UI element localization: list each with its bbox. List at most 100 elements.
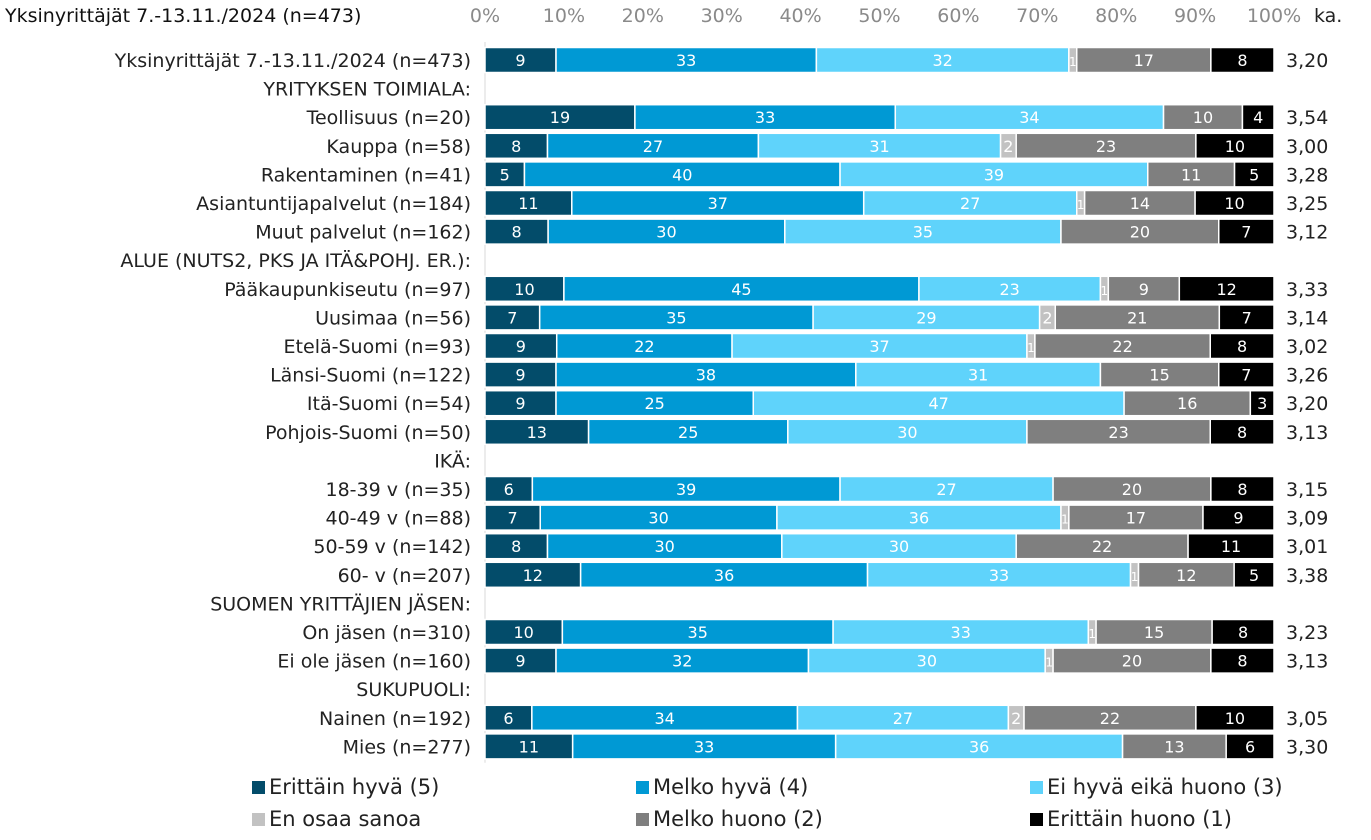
bar-segment: [1210, 647, 1275, 674]
x-tick-label: 70%: [1016, 5, 1058, 27]
data-label: 22: [1092, 537, 1112, 556]
data-label: 4: [1253, 108, 1263, 127]
bar-row: On jäsen (n=310) 10 35 33 1 15 8 3,23: [302, 618, 1328, 646]
data-label: 12: [523, 566, 543, 585]
data-label: 11: [1221, 537, 1241, 556]
x-tick-label: 0%: [470, 5, 500, 27]
bar-segment: [1194, 189, 1275, 217]
data-label: 30: [654, 537, 674, 556]
data-label: 17: [1126, 509, 1146, 528]
data-label: 9: [515, 394, 525, 413]
bar-segment: [1233, 561, 1275, 589]
x-tick-label: 50%: [858, 5, 900, 27]
data-label: 2: [1011, 709, 1021, 728]
bar-row: Nainen (n=192) 6 34 27 2 22 10 3,05: [319, 704, 1328, 732]
data-label: 9: [516, 337, 526, 356]
data-label: 9: [515, 366, 525, 385]
legend-swatch: [636, 813, 649, 826]
data-label: 9: [1233, 509, 1243, 528]
legend-item: Ei hyvä eikä huono (3): [1030, 775, 1283, 799]
data-label: 38: [696, 366, 716, 385]
legend-swatch: [1030, 813, 1043, 826]
data-label: 30: [889, 537, 909, 556]
data-label: 8: [511, 537, 521, 556]
bar-row: Uusimaa (n=56) 7 35 29 2 21 7 3,14: [315, 304, 1328, 331]
data-label: 9: [515, 51, 525, 70]
bar-segment: [839, 161, 1149, 188]
row-label: On jäsen (n=310): [302, 622, 471, 644]
bar-segment: [834, 733, 1124, 760]
data-label: 36: [909, 509, 929, 528]
average-value: 3,01: [1286, 536, 1328, 558]
data-label: 1: [1061, 513, 1069, 527]
data-label: 17: [1134, 51, 1154, 70]
bar-segment: [555, 389, 755, 417]
data-label: 3: [1257, 394, 1267, 413]
legend-label: Ei hyvä eikä huono (3): [1047, 775, 1283, 799]
data-label: 23: [1000, 280, 1020, 299]
data-label: 5: [1249, 566, 1259, 585]
group-header-label: ALUE (NUTS2, PKS JA ITÄ&POHJ. ER.):: [120, 249, 471, 272]
data-label: 8: [1237, 337, 1247, 356]
bar-segment: [1233, 161, 1275, 188]
data-label: 10: [513, 623, 533, 642]
row-label: 50-59 v (n=142): [313, 536, 471, 558]
data-label: 30: [656, 223, 676, 242]
data-label: 1: [1077, 198, 1085, 212]
bar-segment: [1209, 332, 1275, 360]
bar-segment: [752, 389, 1125, 417]
bar-row: Länsi-Suomi (n=122) 9 38 31 15 7 3,26: [270, 361, 1328, 388]
bar-row: Yksinyrittäjät 7.-13.11./2024 (n=473) 9 33…: [114, 46, 1328, 74]
bar-segment: [484, 304, 541, 331]
x-tick-label: 90%: [1174, 5, 1216, 27]
bar-segment: [531, 475, 841, 503]
data-label: 6: [503, 709, 513, 728]
average-value: 3,05: [1286, 708, 1328, 730]
data-label: 5: [1249, 165, 1259, 184]
row-label: Teollisuus (n=20): [306, 107, 471, 129]
average-value: 3,30: [1286, 736, 1328, 758]
data-label: 1: [1131, 570, 1139, 584]
legend-item: Erittäin huono (1): [1030, 807, 1232, 831]
data-label: 10: [1224, 194, 1244, 213]
x-tick-label: 20%: [622, 5, 664, 27]
bar-segment: [484, 704, 533, 732]
bar-segment: [807, 647, 1046, 674]
data-label: 35: [688, 623, 708, 642]
average-value: 3,13: [1286, 422, 1328, 444]
bar-segment: [1210, 46, 1275, 74]
data-label: 37: [708, 194, 728, 213]
data-label: 9: [1139, 280, 1149, 299]
x-tick-label: 80%: [1095, 5, 1137, 27]
x-tick-label: 40%: [779, 5, 821, 27]
bar-segment: [555, 647, 810, 674]
bar-segment: [546, 132, 760, 160]
legend-item: En osaa sanoa: [252, 807, 421, 831]
chart-title: Yksinyrittäjät 7.-13.11./2024 (n=473): [4, 5, 361, 27]
data-label: 2: [1003, 137, 1013, 156]
group-header-label: SUOMEN YRITTÄJIEN JÄSEN:: [210, 592, 471, 615]
data-label: 1: [1045, 656, 1053, 670]
row-label: Kauppa (n=58): [326, 136, 471, 158]
data-label: 10: [1225, 137, 1245, 156]
bar-segment: [1202, 504, 1275, 531]
bar-segment: [1218, 304, 1275, 331]
bar-segment: [523, 161, 841, 188]
bar-segment: [1218, 361, 1275, 388]
bar-row: Asiantuntijapalvelut (n=184) 11 37 27 1 14 10 3…: [196, 189, 1328, 217]
group-header-row: IKÄ:: [434, 449, 471, 472]
data-label: 39: [984, 165, 1004, 184]
data-label: 36: [714, 566, 734, 585]
bar-row: 50-59 v (n=142) 8 30 30 22 11 3,01: [313, 532, 1328, 560]
bar-segment: [555, 46, 818, 74]
data-label: 39: [676, 480, 696, 499]
legend-swatch: [252, 781, 265, 794]
data-label: 10: [514, 280, 534, 299]
data-label: 20: [1122, 652, 1142, 671]
legend-swatch: [1030, 781, 1043, 794]
data-label: 31: [968, 366, 988, 385]
bar-row: Rakentaminen (n=41) 5 40 39 11 5 3,28: [261, 161, 1328, 188]
x-tick-label: 60%: [937, 5, 979, 27]
bar-segment: [484, 418, 590, 446]
